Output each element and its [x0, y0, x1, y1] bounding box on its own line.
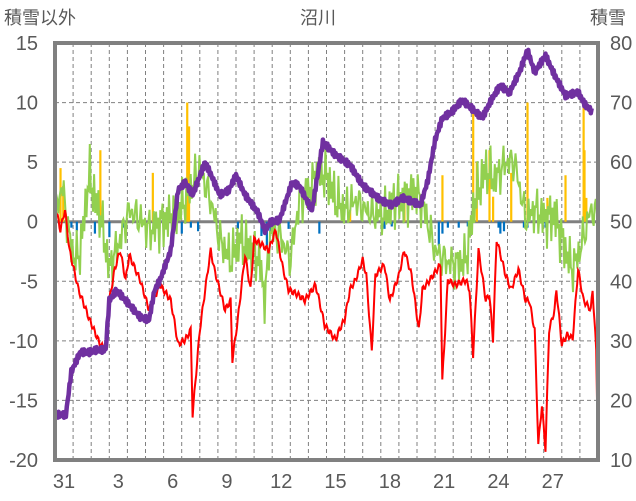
blue-bar [75, 221, 78, 232]
right-tick-label: 60 [610, 152, 632, 174]
right-tick-label: 70 [610, 93, 632, 115]
blue-bar [437, 221, 440, 246]
orange-bar [441, 175, 444, 222]
left-tick-label: -5 [20, 271, 38, 293]
right-tick-label: 20 [610, 390, 632, 412]
right-tick-label: 30 [610, 331, 632, 353]
x-tick-label: 21 [433, 471, 455, 493]
x-tick-label: 31 [53, 471, 75, 493]
orange-bar [488, 150, 491, 222]
orange-bar [564, 175, 567, 222]
blue-bar [260, 221, 263, 237]
blue-bar [318, 221, 321, 234]
blue-bar [180, 221, 183, 234]
orange-bar [187, 126, 191, 222]
blue-bar [70, 221, 73, 228]
left-tick-label: -20 [9, 450, 38, 472]
orange-bar [151, 172, 154, 222]
x-tick-label: 3 [113, 471, 124, 493]
blue-bar [390, 221, 393, 227]
blue-bar [446, 221, 449, 228]
x-tick-label: 24 [487, 471, 509, 493]
blue-bar [93, 221, 97, 234]
blue-bar [108, 221, 111, 238]
orange-bar [99, 150, 102, 222]
x-tick-label: 12 [270, 471, 292, 493]
orange-bar [62, 185, 65, 222]
right-tick-label: 10 [610, 450, 632, 472]
orange-bar [186, 102, 189, 222]
left-tick-label: 0 [27, 212, 38, 234]
chart-title: 沼川 [300, 8, 336, 28]
x-tick-label: 6 [167, 471, 178, 493]
left-tick-label: 10 [16, 93, 38, 115]
right-tick-label: 80 [610, 33, 632, 55]
orange-bar [583, 150, 586, 222]
blue-bar [189, 221, 192, 228]
blue-bar [196, 221, 200, 232]
red-series-line [54, 204, 599, 452]
x-tick-label: 27 [542, 471, 564, 493]
orange-bar [526, 102, 529, 222]
x-tick-label: 18 [379, 471, 401, 493]
x-tick-label: 9 [221, 471, 232, 493]
gridlines [55, 43, 598, 460]
left-tick-label: -15 [9, 390, 38, 412]
orange-bar [510, 172, 513, 222]
blue-bar [441, 221, 444, 234]
right-tick-label: 40 [610, 271, 632, 293]
plot-frame [53, 41, 600, 462]
orange-bar [492, 196, 495, 222]
blue-bar [457, 221, 460, 228]
blue-bar [499, 221, 502, 234]
left-tick-label: 5 [27, 152, 38, 174]
left-tick-label: 15 [16, 33, 38, 55]
orange-bar [585, 197, 588, 222]
blue-bar [522, 221, 525, 228]
green-series-line [54, 143, 598, 324]
x-tick-label: 15 [324, 471, 346, 493]
blue-bar [269, 221, 272, 234]
snow-depth-line [53, 47, 594, 420]
line-series [53, 47, 599, 452]
orange-bar [472, 109, 475, 222]
blue-bar [502, 221, 506, 232]
left-axis-title: 積雪以外 [4, 8, 76, 28]
blue-bar [383, 221, 386, 229]
blue-bar [497, 221, 500, 228]
blue-bar [236, 221, 240, 229]
left-tick-label: -10 [9, 331, 38, 353]
blue-bar [287, 221, 290, 229]
right-axis-title: 積雪 [590, 8, 626, 28]
right-tick-label: 50 [610, 212, 632, 234]
